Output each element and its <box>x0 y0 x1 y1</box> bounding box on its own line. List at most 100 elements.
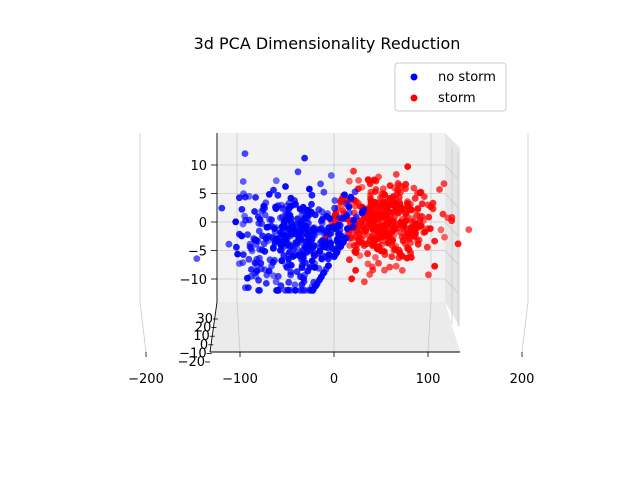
point-no-storm <box>283 263 291 271</box>
point-storm <box>378 241 386 249</box>
point-no-storm <box>345 209 353 217</box>
point-no-storm <box>236 194 243 202</box>
point-no-storm <box>275 287 282 294</box>
x-tick-label: 100 <box>416 372 441 387</box>
y-tick-label: 0 <box>200 338 208 353</box>
point-storm <box>367 202 375 210</box>
point-storm <box>345 177 353 185</box>
x-gridline-floor <box>236 301 241 353</box>
point-no-storm <box>239 259 247 266</box>
point-storm <box>405 206 413 214</box>
point-storm <box>364 250 371 258</box>
point-storm <box>367 195 374 203</box>
point-no-storm <box>233 243 240 251</box>
point-no-storm <box>285 278 293 286</box>
legend-marker-storm <box>410 94 418 102</box>
point-storm <box>361 278 368 286</box>
point-storm <box>350 167 357 175</box>
point-no-storm <box>323 212 331 220</box>
point-storm <box>397 219 405 227</box>
legend: no storm storm <box>394 62 507 112</box>
point-no-storm <box>283 202 291 210</box>
point-no-storm <box>298 206 306 214</box>
point-no-storm <box>247 272 255 280</box>
point-no-storm <box>305 286 313 294</box>
point-storm <box>364 260 372 268</box>
point-no-storm <box>308 257 316 265</box>
point-no-storm <box>293 268 301 276</box>
point-storm <box>378 195 386 203</box>
point-storm <box>394 186 401 194</box>
point-no-storm <box>288 219 295 227</box>
point-storm <box>375 259 382 267</box>
x-gridline-floor <box>427 301 432 353</box>
point-storm <box>376 229 384 237</box>
point-no-storm <box>291 251 298 258</box>
point-no-storm <box>262 280 270 287</box>
point-no-storm <box>347 193 355 201</box>
point-no-storm <box>248 247 256 255</box>
point-no-storm <box>274 191 282 199</box>
point-storm <box>413 223 421 231</box>
point-storm <box>370 210 377 218</box>
point-no-storm <box>278 238 286 246</box>
point-storm <box>348 275 356 283</box>
point-no-storm <box>301 154 308 162</box>
point-storm <box>407 249 414 257</box>
point-no-storm <box>297 273 304 281</box>
point-no-storm <box>317 217 325 225</box>
point-storm <box>441 233 448 241</box>
point-no-storm <box>253 255 261 263</box>
point-no-storm <box>262 199 270 207</box>
point-no-storm <box>344 225 351 233</box>
point-storm <box>362 227 370 235</box>
point-no-storm <box>234 250 242 258</box>
z-gridline-side <box>444 221 459 237</box>
point-no-storm <box>261 248 269 255</box>
point-no-storm <box>272 177 280 185</box>
point-no-storm <box>350 222 357 230</box>
point-no-storm <box>272 204 280 212</box>
point-no-storm <box>238 232 246 240</box>
y-tick-label: −20 <box>178 355 205 370</box>
point-storm <box>425 213 433 221</box>
point-no-storm <box>254 213 262 221</box>
x-tick-label: 200 <box>510 372 535 387</box>
point-storm <box>418 200 426 208</box>
point-no-storm <box>242 284 249 292</box>
point-no-storm <box>253 236 260 244</box>
point-no-storm <box>308 200 315 208</box>
point-storm <box>392 262 400 270</box>
point-storm <box>355 177 362 184</box>
point-no-storm <box>291 197 298 204</box>
point-no-storm <box>320 188 328 196</box>
point-no-storm <box>312 211 319 219</box>
y-tick-label: 20 <box>195 321 212 336</box>
point-no-storm <box>315 228 322 236</box>
point-no-storm <box>225 240 233 248</box>
point-no-storm <box>287 287 295 294</box>
point-storm <box>386 230 394 238</box>
point-no-storm <box>331 204 338 212</box>
point-storm <box>386 263 394 271</box>
point-storm <box>346 256 353 264</box>
point-no-storm <box>337 232 345 240</box>
point-no-storm <box>280 252 288 259</box>
point-storm <box>396 198 403 206</box>
point-no-storm <box>322 243 329 251</box>
point-storm <box>391 218 398 226</box>
point-no-storm <box>299 253 307 261</box>
point-no-storm <box>303 249 311 256</box>
point-no-storm <box>308 191 316 199</box>
point-no-storm <box>256 287 263 294</box>
point-storm <box>437 226 445 234</box>
point-no-storm <box>291 230 299 238</box>
point-no-storm <box>310 278 318 286</box>
point-no-storm <box>281 287 289 294</box>
point-no-storm <box>341 191 348 199</box>
point-storm <box>429 199 437 207</box>
point-storm <box>371 216 378 223</box>
point-no-storm <box>258 207 265 215</box>
point-no-storm <box>294 168 302 176</box>
point-no-storm <box>287 271 295 279</box>
